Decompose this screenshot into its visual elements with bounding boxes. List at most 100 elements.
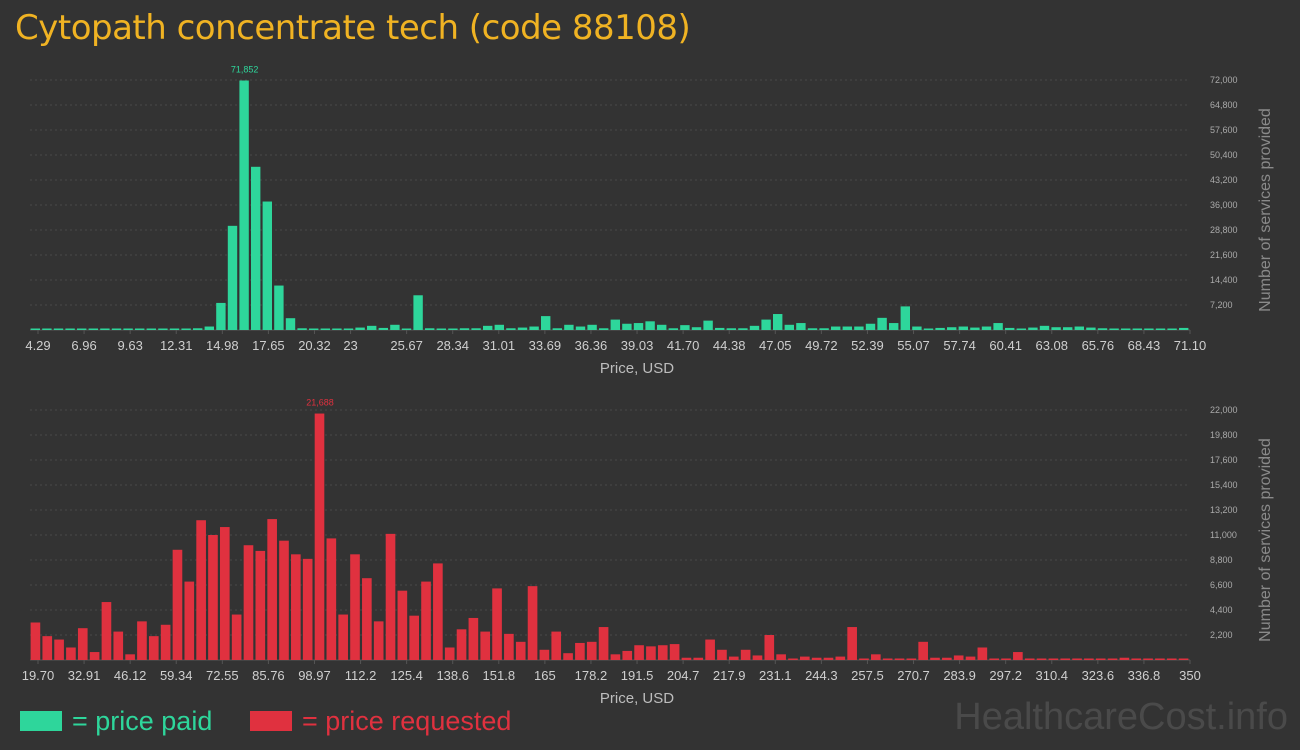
paid-bar (1097, 328, 1108, 330)
requested-bar (930, 657, 940, 660)
requested-x-axis-label: Price, USD (600, 690, 674, 707)
paid-bar (819, 328, 829, 330)
requested-bar (219, 527, 230, 660)
paid-x-tick-label: 68.43 (1128, 338, 1161, 353)
paid-bar (343, 328, 354, 330)
requested-x-tick-label: 151.8 (483, 668, 516, 683)
requested-x-tick-label: 178.2 (575, 668, 608, 683)
paid-bar (807, 328, 818, 330)
requested-bar (1084, 658, 1094, 660)
requested-bar (705, 639, 715, 660)
paid-bar (796, 323, 806, 330)
requested-x-tick-label: 336.8 (1128, 668, 1161, 683)
requested-bar (752, 655, 763, 660)
requested-bar (184, 581, 195, 660)
requested-bar (610, 654, 621, 660)
requested-bar (776, 654, 786, 660)
paid-bar (506, 328, 516, 330)
paid-bar (541, 316, 551, 330)
requested-bar (101, 602, 112, 660)
requested-bar (54, 639, 64, 660)
requested-x-tick-label: 323.6 (1082, 668, 1115, 683)
requested-y-tick-label: 6,600 (1210, 580, 1233, 590)
legend-requested-label: = price requested (302, 705, 512, 736)
paid-bar (378, 327, 388, 330)
requested-x-tick-label: 244.3 (805, 668, 838, 683)
paid-bar (309, 328, 319, 330)
requested-bar (1131, 658, 1142, 660)
requested-bar (302, 558, 313, 660)
paid-y-tick-label: 50,400 (1210, 150, 1238, 160)
requested-x-tick-label: 59.34 (160, 668, 193, 683)
paid-bar (53, 328, 64, 330)
requested-bar (598, 627, 609, 660)
requested-bar (728, 656, 739, 660)
requested-bar (1024, 658, 1035, 660)
requested-x-tick-label: 46.12 (114, 668, 147, 683)
requested-bar (421, 581, 431, 660)
paid-bar (297, 328, 307, 330)
requested-bar (350, 554, 360, 660)
paid-bar (622, 323, 632, 330)
paid-bar (471, 328, 481, 330)
requested-bar (740, 649, 751, 660)
paid-x-tick-label: 6.96 (71, 338, 96, 353)
requested-bar (953, 655, 964, 660)
requested-bar (267, 519, 277, 660)
requested-bar (693, 657, 704, 660)
paid-bar (204, 326, 214, 330)
legend-requested-swatch (250, 711, 292, 731)
paid-y-tick-label: 21,600 (1210, 250, 1238, 260)
paid-bar (1144, 328, 1154, 330)
requested-bar (1155, 658, 1165, 660)
requested-x-tick-label: 231.1 (759, 668, 792, 683)
requested-bar (314, 413, 325, 660)
paid-bar (181, 328, 191, 330)
paid-y-tick-label: 28,800 (1210, 225, 1238, 235)
requested-bar (527, 586, 538, 660)
paid-bar (227, 225, 238, 330)
paid-bar (251, 166, 261, 330)
paid-x-tick-label: 47.05 (759, 338, 792, 353)
chart-title: Cytopath concentrate tech (code 88108) (15, 8, 691, 48)
paid-bar (645, 321, 655, 330)
paid-bar (691, 327, 702, 330)
paid-bar (981, 326, 992, 330)
requested-bar (764, 635, 775, 660)
paid-x-tick-label: 36.36 (575, 338, 608, 353)
paid-x-tick-label: 20.32 (298, 338, 331, 353)
paid-bar (135, 328, 145, 330)
paid-bar (900, 306, 910, 330)
paid-bar (30, 328, 40, 330)
paid-bar (912, 326, 922, 330)
requested-bar (811, 657, 822, 660)
paid-bar (483, 325, 493, 330)
requested-y-tick-label: 11,000 (1210, 530, 1237, 540)
requested-bar (551, 631, 562, 660)
paid-bar (923, 328, 934, 330)
paid-bar (599, 328, 609, 330)
requested-bar (125, 654, 135, 660)
price-paid-chart: 7,200 14,400 21,600 28,800 36,000 43,200 50,40… (25, 65, 1274, 377)
requested-x-tick-label: 112.2 (345, 668, 377, 683)
paid-bar (958, 326, 968, 330)
paid-bar (1132, 328, 1142, 330)
paid-bar (680, 325, 690, 330)
paid-x-tick-label: 41.70 (667, 338, 700, 353)
paid-bar (773, 314, 783, 330)
paid-x-tick-label: 60.41 (989, 338, 1022, 353)
requested-x-tick-label: 98.97 (298, 668, 331, 683)
requested-bar (1178, 658, 1189, 660)
paid-x-tick-label: 71.10 (1174, 338, 1207, 353)
requested-bar (1143, 658, 1153, 660)
paid-bar (413, 295, 423, 330)
paid-bar (575, 326, 586, 330)
paid-bar (1016, 328, 1026, 330)
requested-x-tick-label: 297.2 (989, 668, 1022, 683)
requested-bar (279, 540, 289, 660)
paid-bar (715, 327, 725, 330)
requested-bar (918, 641, 928, 660)
requested-x-tick-label: 165 (534, 668, 556, 683)
paid-bar (935, 327, 945, 330)
paid-bar (285, 318, 296, 330)
